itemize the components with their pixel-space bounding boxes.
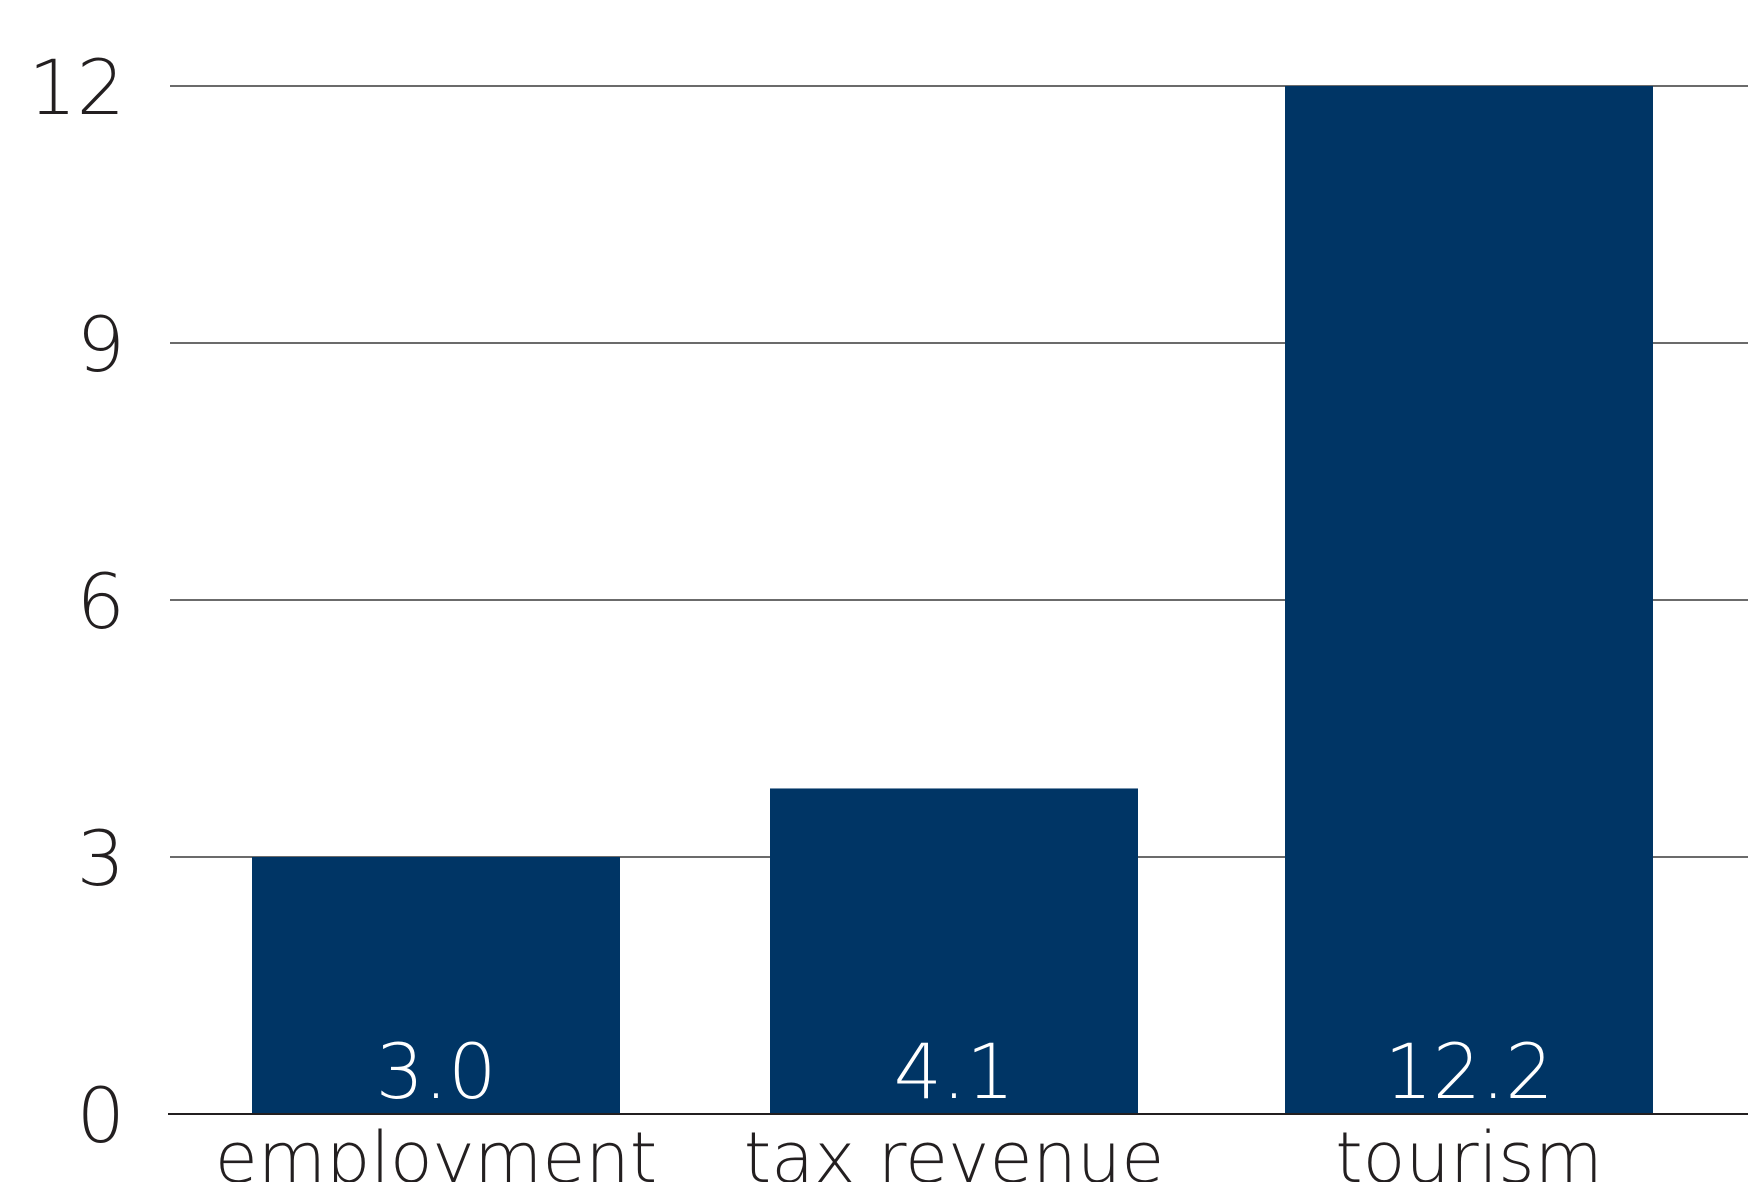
- value-label-tourism: 12.2: [1384, 1027, 1553, 1116]
- bar-employment: [252, 857, 620, 1113]
- x-axis-category-labels: employment tax revenue tourism: [215, 1117, 1603, 1182]
- y-axis-tick-labels: 0 3 6 9 12: [28, 43, 125, 1160]
- y-tick-label-0: 0: [77, 1071, 125, 1160]
- bar-value-labels: 3.0 4.1 12.2: [376, 1027, 1554, 1116]
- y-tick-label-3: 3: [77, 814, 125, 903]
- bar-tax-revenue: [770, 788, 1138, 1113]
- category-label-tourism: tourism: [1335, 1117, 1603, 1182]
- bar-tourism: [1285, 86, 1653, 1113]
- category-label-tax-revenue: tax revenue: [744, 1117, 1165, 1182]
- y-tick-label-12: 12: [28, 43, 125, 132]
- bars: [252, 86, 1653, 1113]
- category-label-employment: employment: [215, 1117, 657, 1182]
- value-label-tax-revenue: 4.1: [894, 1027, 1015, 1116]
- value-label-employment: 3.0: [376, 1027, 497, 1116]
- y-tick-label-9: 9: [77, 300, 125, 389]
- y-tick-label-6: 6: [77, 557, 125, 646]
